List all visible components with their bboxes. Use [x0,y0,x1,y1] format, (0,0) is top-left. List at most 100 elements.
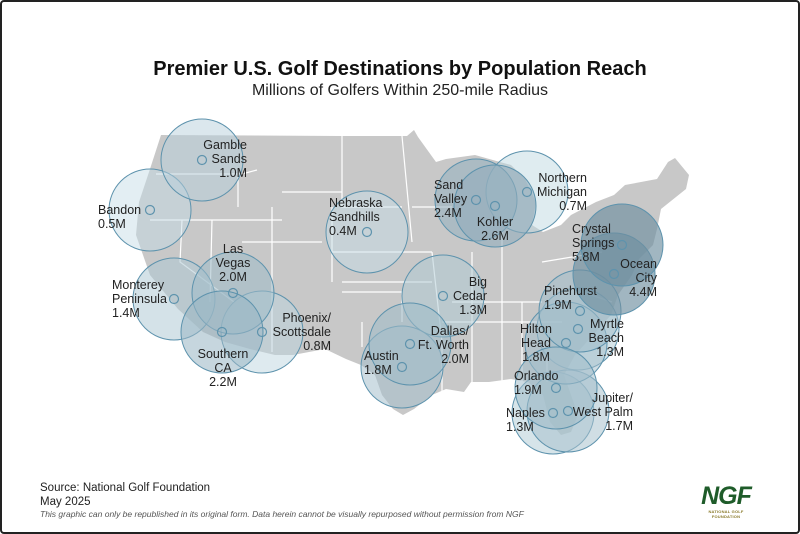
destination-name: Kohler [477,215,513,229]
location-dot-bigcedar[interactable] [437,290,449,302]
radius-circle-socal [180,290,264,374]
logo-caption: NATIONAL GOLF FOUNDATION [708,509,744,519]
location-dot-phoenix[interactable] [256,326,268,338]
destination-name: Sandhills [329,210,380,224]
destination-name: Big [469,275,487,289]
location-dot-jupiter[interactable] [562,405,574,417]
destination-name: Sands [212,152,247,166]
destination-name: Hilton [520,322,552,336]
chart-title: Premier U.S. Golf Destinations by Popula… [153,58,647,80]
location-dot-dallas[interactable] [404,338,416,350]
location-dot-orlando[interactable] [550,382,562,394]
destination-name: Southern [198,347,249,361]
destination-value: 2.4M [434,206,462,220]
destination-name: Northern [538,171,587,185]
destination-name: Pinehurst [544,284,597,298]
destination-value: 2.0M [219,270,247,284]
destination-name: Beach [589,331,624,345]
destination-name: Nebraska [329,196,383,210]
source-block: Source: National Golf Foundation May 202… [40,481,210,509]
radius-circle-bandon [108,168,192,252]
destination-name: Bandon [98,203,141,217]
radius-circle-crystal [580,203,664,287]
destination-name: City [635,271,657,285]
location-dot-socal[interactable] [216,326,228,338]
ngf-logo: NGF NATIONAL GOLF FOUNDATION [696,483,756,519]
state-border [401,135,413,243]
destination-value: 1.9M [514,383,542,397]
location-dot-crystal[interactable] [616,239,628,251]
destination-name: Peninsula [112,292,167,306]
location-dot-hilton[interactable] [560,337,572,349]
location-dot-gamble[interactable] [196,154,208,166]
destination-name: Monterey [112,278,165,292]
location-dot-naples[interactable] [547,407,559,419]
location-dot-monterey[interactable] [168,293,180,305]
radius-circle-dallas [368,302,452,386]
destination-value: 1.3M [596,345,624,359]
destination-value: 1.8M [364,363,392,377]
destination-value: 1.3M [459,303,487,317]
location-dot-nmichigan[interactable] [521,186,533,198]
destination-name: West Palm [573,405,633,419]
destination-value: 1.9M [544,298,572,312]
destination-name: Ocean [620,257,657,271]
location-dot-myrtle[interactable] [572,323,584,335]
destination-value: 0.4M [329,224,357,238]
destination-value: 2.0M [441,352,469,366]
destination-name: Phoenix/ [282,311,331,325]
location-dot-pinehurst[interactable] [574,305,586,317]
destination-value: 1.3M [506,420,534,434]
date-text: May 2025 [40,496,91,508]
location-dot-vegas[interactable] [227,287,239,299]
radius-circle-kohler [453,164,537,248]
location-dot-nebraska[interactable] [361,226,373,238]
chart-subtitle: Millions of Golfers Within 250-mile Radi… [251,82,549,99]
destination-value: 1.7M [605,419,633,433]
location-dot-austin[interactable] [396,361,408,373]
location-dot-sandvalley[interactable] [470,194,482,206]
state-border [341,136,402,208]
location-dot-kohler[interactable] [489,200,501,212]
radius-circle-nebraska [325,190,409,274]
destination-value: 2.6M [481,229,509,243]
logo-text: NGF [701,482,752,510]
destination-value: 0.8M [303,339,331,353]
destination-name: Springs [572,236,614,250]
location-dot-ocean[interactable] [608,268,620,280]
destination-value: 1.4M [112,306,140,320]
source-text: Source: National Golf Foundation [40,482,211,494]
destination-value: 2.2M [209,375,237,389]
radius-circles [108,118,664,455]
destination-name: Dallas/ [431,324,470,338]
destination-value: 5.8M [572,250,600,264]
destination-name: Cedar [453,289,487,303]
destination-value: 0.7M [559,199,587,213]
location-dot-bandon[interactable] [144,204,156,216]
destination-name: Crystal [572,222,611,236]
destination-name: Austin [364,349,399,363]
destination-name: CA [214,361,232,375]
destination-value: 4.4M [629,285,657,299]
